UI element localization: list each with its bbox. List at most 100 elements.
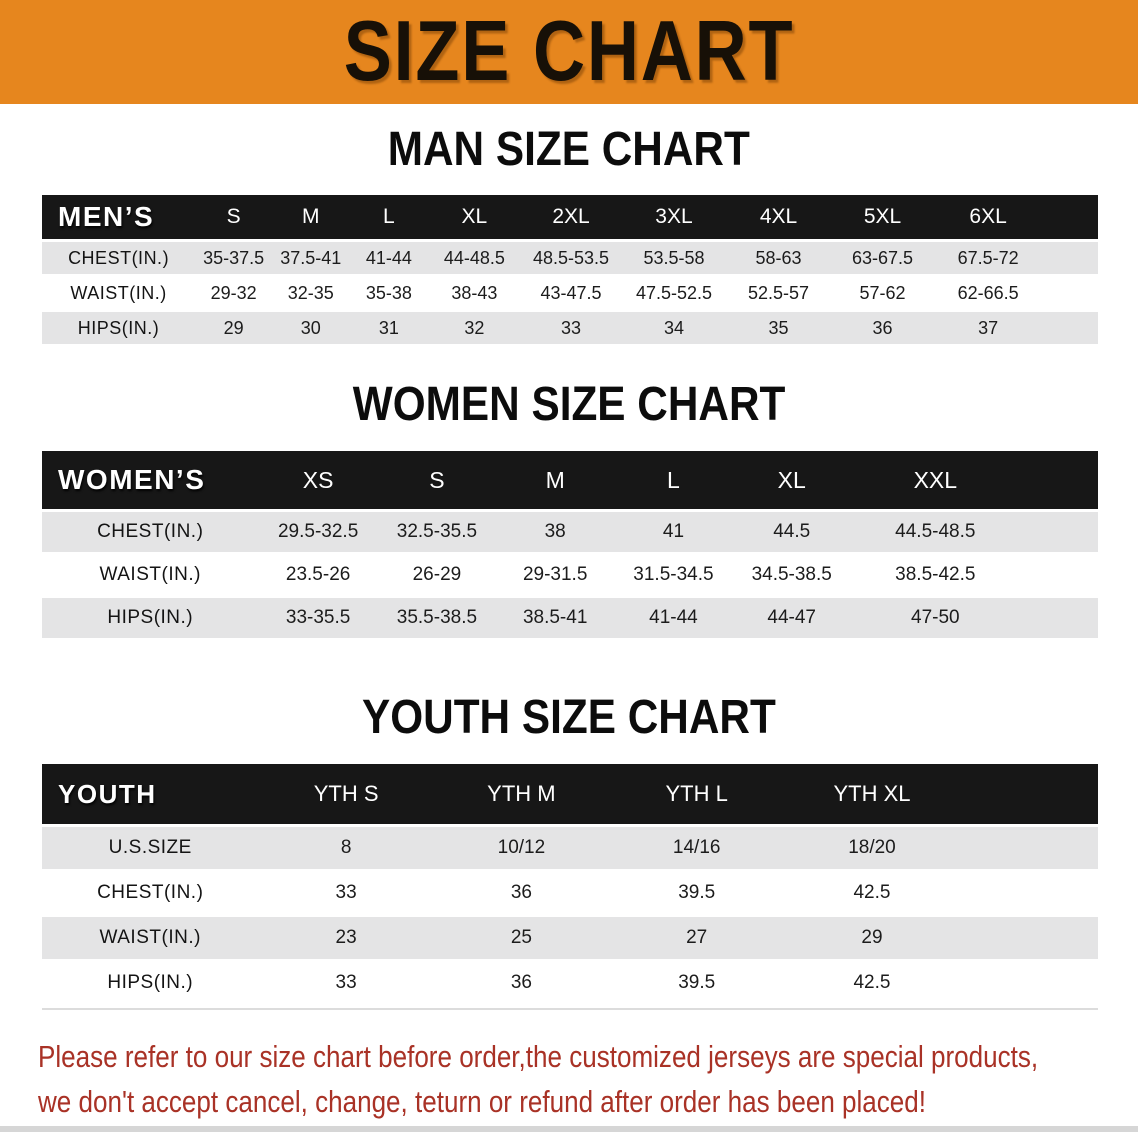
row-label: WAIST(IN.) xyxy=(42,555,259,595)
youth-header-label: YOUTH xyxy=(42,764,259,824)
cell: 35-37.5 xyxy=(195,242,273,274)
cell: 33 xyxy=(258,962,434,1004)
cell: 38.5-41 xyxy=(496,598,615,638)
cell-filler xyxy=(1019,512,1098,552)
women-size-col: XXL xyxy=(850,451,1020,509)
cell: 33 xyxy=(520,312,622,344)
men-header-row: MEN’S S M L XL 2XL 3XL 4XL 5XL 6XL xyxy=(42,195,1098,239)
men-chest-row: CHEST(IN.) 35-37.5 37.5-41 41-44 44-48.5… xyxy=(42,242,1098,274)
cell: 14/16 xyxy=(609,827,785,869)
cell: 41-44 xyxy=(614,598,733,638)
cell: 47-50 xyxy=(850,598,1020,638)
disclaimer-note: Please refer to our size chart before or… xyxy=(38,1034,1138,1124)
cell: 30 xyxy=(272,312,350,344)
women-size-col: XS xyxy=(258,451,378,509)
row-label: WAIST(IN.) xyxy=(42,277,196,309)
women-header-row: WOMEN’S XS S M L XL XXL xyxy=(42,451,1098,509)
row-label: CHEST(IN.) xyxy=(42,872,259,914)
men-size-table: MEN’S S M L XL 2XL 3XL 4XL 5XL 6XL CHEST… xyxy=(42,192,1098,347)
cell-filler xyxy=(959,872,1098,914)
cell: 44.5 xyxy=(732,512,851,552)
cell: 52.5-57 xyxy=(726,277,831,309)
youth-size-col: YTH XL xyxy=(784,764,960,824)
women-header-filler xyxy=(1019,451,1098,509)
men-size-col: 5XL xyxy=(830,195,935,239)
cell: 47.5-52.5 xyxy=(621,277,727,309)
cell: 41-44 xyxy=(349,242,429,274)
cell: 62-66.5 xyxy=(934,277,1042,309)
cell: 18/20 xyxy=(784,827,960,869)
cell-filler xyxy=(1041,312,1098,344)
cell: 39.5 xyxy=(609,962,785,1004)
cell: 27 xyxy=(609,917,785,959)
cell: 41 xyxy=(614,512,733,552)
cell: 38-43 xyxy=(428,277,521,309)
cell-filler xyxy=(1019,598,1098,638)
cell: 29-31.5 xyxy=(496,555,615,595)
cell: 58-63 xyxy=(726,242,831,274)
women-hips-row: HIPS(IN.) 33-35.5 35.5-38.5 38.5-41 41-4… xyxy=(42,598,1098,638)
youth-size-col: YTH L xyxy=(609,764,785,824)
cell: 33 xyxy=(258,872,434,914)
men-size-col: XL xyxy=(428,195,521,239)
cell-filler xyxy=(1019,555,1098,595)
women-size-table: WOMEN’S XS S M L XL XXL CHEST(IN.) 29.5-… xyxy=(42,448,1098,641)
cell: 29 xyxy=(195,312,273,344)
disclaimer-line-2: we don't accept cancel, change, teturn o… xyxy=(38,1084,927,1119)
cell: 23 xyxy=(258,917,434,959)
men-size-col: 4XL xyxy=(726,195,831,239)
men-header-filler xyxy=(1041,195,1098,239)
cell: 42.5 xyxy=(784,872,960,914)
row-label: HIPS(IN.) xyxy=(42,312,196,344)
cell-filler xyxy=(1041,242,1098,274)
cell: 57-62 xyxy=(830,277,935,309)
youth-waist-row: WAIST(IN.) 23 25 27 29 xyxy=(42,917,1098,959)
cell: 26-29 xyxy=(377,555,497,595)
men-section-title: MAN SIZE CHART xyxy=(387,120,751,176)
cell: 25 xyxy=(433,917,610,959)
cell: 29.5-32.5 xyxy=(258,512,378,552)
disclaimer-line-1: Please refer to our size chart before or… xyxy=(38,1039,1039,1074)
row-label: CHEST(IN.) xyxy=(42,242,196,274)
men-size-col: S xyxy=(195,195,273,239)
women-header-label: WOMEN’S xyxy=(42,451,259,509)
row-label: U.S.SIZE xyxy=(42,827,259,869)
cell: 35-38 xyxy=(349,277,429,309)
cell-filler xyxy=(1041,277,1098,309)
image-bottom-edge xyxy=(0,1126,1138,1132)
women-size-col: XL xyxy=(732,451,851,509)
women-section-title: WOMEN SIZE CHART xyxy=(352,375,786,431)
youth-size-col: YTH S xyxy=(258,764,434,824)
banner-title: SIZE CHART xyxy=(343,4,795,99)
women-size-col: M xyxy=(496,451,615,509)
youth-table-bottom-rule xyxy=(42,1008,1098,1010)
men-size-col: 3XL xyxy=(621,195,727,239)
cell: 31.5-34.5 xyxy=(614,555,733,595)
cell: 39.5 xyxy=(609,872,785,914)
cell: 29 xyxy=(784,917,960,959)
row-label: CHEST(IN.) xyxy=(42,512,259,552)
row-label: WAIST(IN.) xyxy=(42,917,259,959)
cell: 42.5 xyxy=(784,962,960,1004)
cell: 10/12 xyxy=(433,827,610,869)
cell: 53.5-58 xyxy=(621,242,727,274)
men-hips-row: HIPS(IN.) 29 30 31 32 33 34 35 36 37 xyxy=(42,312,1098,344)
cell: 34.5-38.5 xyxy=(732,555,851,595)
women-size-col: S xyxy=(377,451,497,509)
cell: 29-32 xyxy=(195,277,273,309)
men-size-col: 6XL xyxy=(934,195,1042,239)
cell: 33-35.5 xyxy=(258,598,378,638)
women-chest-row: CHEST(IN.) 29.5-32.5 32.5-35.5 38 41 44.… xyxy=(42,512,1098,552)
cell: 44-47 xyxy=(732,598,851,638)
women-size-col: L xyxy=(614,451,733,509)
youth-size-col: YTH M xyxy=(433,764,610,824)
row-label: HIPS(IN.) xyxy=(42,598,259,638)
cell: 36 xyxy=(830,312,935,344)
women-waist-row: WAIST(IN.) 23.5-26 26-29 29-31.5 31.5-34… xyxy=(42,555,1098,595)
cell: 32 xyxy=(428,312,521,344)
men-waist-row: WAIST(IN.) 29-32 32-35 35-38 38-43 43-47… xyxy=(42,277,1098,309)
youth-hips-row: HIPS(IN.) 33 36 39.5 42.5 xyxy=(42,962,1098,1004)
youth-section-title: YOUTH SIZE CHART xyxy=(362,688,776,744)
cell: 38.5-42.5 xyxy=(850,555,1020,595)
cell-filler xyxy=(959,827,1098,869)
